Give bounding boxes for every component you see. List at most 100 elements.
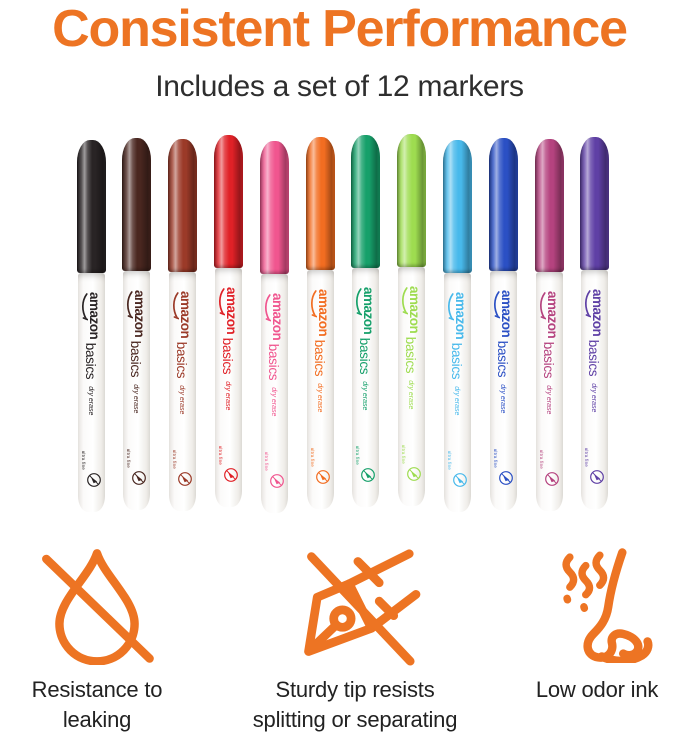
subtitle: Includes a set of 12 markers bbox=[155, 69, 524, 103]
tip-mark-group: ultra fine bbox=[352, 446, 378, 483]
tip-mark-group: ultra fine bbox=[581, 448, 607, 485]
marker-body bbox=[77, 273, 105, 512]
marker-black: amazon basics dry erase ultra fine bbox=[76, 140, 106, 512]
amazon-smile-icon bbox=[172, 292, 179, 320]
brand-primary-label: amazon bbox=[453, 292, 469, 340]
amazon-logo: amazon bbox=[80, 292, 102, 339]
product-type-label: dry erase bbox=[132, 384, 140, 414]
ultra-fine-nib-icon bbox=[498, 471, 513, 485]
brand-secondary-label: basics bbox=[541, 341, 556, 379]
marker-body bbox=[169, 272, 197, 511]
marker-lime-green: amazon basics dry erase ultra fine bbox=[397, 134, 427, 506]
product-type-label: dry erase bbox=[499, 384, 507, 414]
brand-primary-label: amazon bbox=[590, 289, 606, 337]
marker-brand-text: amazon basics dry erase ultra fine bbox=[490, 290, 516, 498]
markers-row: amazon basics dry erase ultra fine amazon bas… bbox=[0, 134, 679, 519]
marker-body bbox=[398, 267, 426, 506]
amazon-smile-icon bbox=[401, 287, 408, 315]
marker-cap bbox=[534, 139, 564, 272]
feature-label-line: Resistance to leaking bbox=[31, 677, 163, 732]
feature-no-leaking: Resistance to leaking bbox=[5, 545, 189, 735]
brand-secondary-label: basics bbox=[220, 337, 236, 375]
product-type-label: dry erase bbox=[590, 383, 598, 413]
amazon-logo: amazon bbox=[172, 291, 193, 338]
marker-body bbox=[535, 272, 563, 511]
brand-secondary-label: basics bbox=[357, 337, 373, 375]
ultra-fine-nib-icon bbox=[315, 470, 330, 484]
amazon-logo: amazon bbox=[492, 290, 514, 338]
brand-secondary-label: basics bbox=[312, 339, 327, 377]
marker-red: amazon basics dry erase ultra fine bbox=[213, 135, 243, 507]
marker-body bbox=[260, 274, 288, 513]
amazon-smile-icon bbox=[264, 294, 271, 322]
amazon-logo: amazon bbox=[309, 289, 331, 337]
product-type-label: dry erase bbox=[545, 385, 552, 415]
marker-brand-text: amazon basics dry erase ultra fine bbox=[123, 290, 149, 498]
tip-mark-group: ultra fine bbox=[78, 451, 104, 488]
tip-size-label: ultra fine bbox=[263, 451, 269, 471]
marker-cap bbox=[442, 140, 472, 273]
amazon-smile-icon bbox=[447, 293, 454, 321]
marker-cap bbox=[122, 138, 152, 271]
ultra-fine-nib-icon bbox=[452, 473, 467, 487]
amazon-smile-icon bbox=[356, 288, 363, 316]
marker-body bbox=[443, 273, 471, 512]
marker-cap bbox=[168, 139, 198, 272]
feature-label-line: Low odor ink bbox=[535, 677, 659, 702]
ultra-fine-nib-icon bbox=[132, 471, 147, 485]
marker-cap bbox=[488, 138, 518, 271]
amazon-logo: amazon bbox=[263, 293, 285, 340]
brand-secondary-label: basics bbox=[449, 342, 465, 380]
brand-primary-label: amazon bbox=[498, 290, 514, 338]
amazon-logo: amazon bbox=[126, 290, 148, 337]
marker-sky-blue: amazon basics dry erase ultra fine bbox=[442, 140, 472, 512]
feature-label-line: splitting or separating bbox=[252, 706, 458, 732]
marker-body bbox=[214, 268, 242, 507]
marker-brand-text: amazon basics dry erase ultra fine bbox=[78, 292, 104, 500]
marker-brand-text: amazon basics dry erase ultra fine bbox=[536, 291, 562, 499]
amazon-logo: amazon bbox=[355, 287, 377, 335]
low-odor-nose-icon bbox=[510, 545, 679, 669]
marker-cap bbox=[213, 135, 243, 268]
marker-brick-red: amazon basics dry erase ultra fine bbox=[168, 139, 198, 511]
brand-secondary-label: basics bbox=[495, 340, 511, 378]
marker-body bbox=[489, 271, 517, 510]
tip-size-label: ultra fine bbox=[309, 447, 315, 467]
marker-brand-text: amazon basics dry erase ultra fine bbox=[398, 286, 424, 494]
ultra-fine-nib-icon bbox=[269, 474, 284, 488]
amazon-smile-icon bbox=[81, 293, 88, 321]
feature-sturdy-tip: Sturdy tip resists splitting or separati… bbox=[250, 545, 460, 735]
product-type-label: dry erase bbox=[407, 380, 415, 410]
marker-brand-text: amazon basics dry erase ultra fine bbox=[215, 287, 241, 495]
amazon-smile-icon bbox=[218, 288, 225, 316]
marker-blue: amazon basics dry erase ultra fine bbox=[488, 138, 518, 510]
tip-mark-group: ultra fine bbox=[398, 445, 424, 482]
page-title: Consistent Performance bbox=[52, 0, 628, 58]
marker-body bbox=[306, 270, 334, 509]
tip-mark-group: ultra fine bbox=[215, 446, 241, 483]
marker-cap bbox=[76, 140, 106, 273]
brand-primary-label: amazon bbox=[315, 289, 331, 337]
tip-mark-group: ultra fine bbox=[307, 448, 333, 485]
amazon-smile-icon bbox=[539, 292, 546, 320]
marker-cap bbox=[259, 141, 289, 274]
marker-orange: amazon basics dry erase ultra fine bbox=[305, 137, 335, 509]
ultra-fine-nib-icon bbox=[86, 473, 101, 487]
tip-mark-group: ultra fine bbox=[536, 450, 562, 487]
marker-body bbox=[581, 270, 609, 509]
amazon-logo: amazon bbox=[447, 292, 468, 339]
brand-primary-label: amazon bbox=[361, 287, 377, 335]
feature-low-odor: Low odor ink bbox=[510, 545, 679, 705]
tip-size-label: ultra fine bbox=[80, 450, 86, 470]
ultra-fine-nib-icon bbox=[590, 470, 605, 484]
brand-secondary-label: basics bbox=[266, 343, 282, 381]
marker-body bbox=[352, 268, 380, 507]
product-type-label: dry erase bbox=[224, 381, 232, 411]
tip-mark-group: ultra fine bbox=[444, 451, 470, 488]
amazon-smile-icon bbox=[493, 291, 500, 319]
marker-cap bbox=[397, 134, 427, 267]
marker-cap bbox=[305, 137, 335, 270]
tip-size-label: ultra fine bbox=[446, 450, 452, 470]
features-row: Resistance to leaking Sturdy tip resists bbox=[0, 545, 679, 736]
